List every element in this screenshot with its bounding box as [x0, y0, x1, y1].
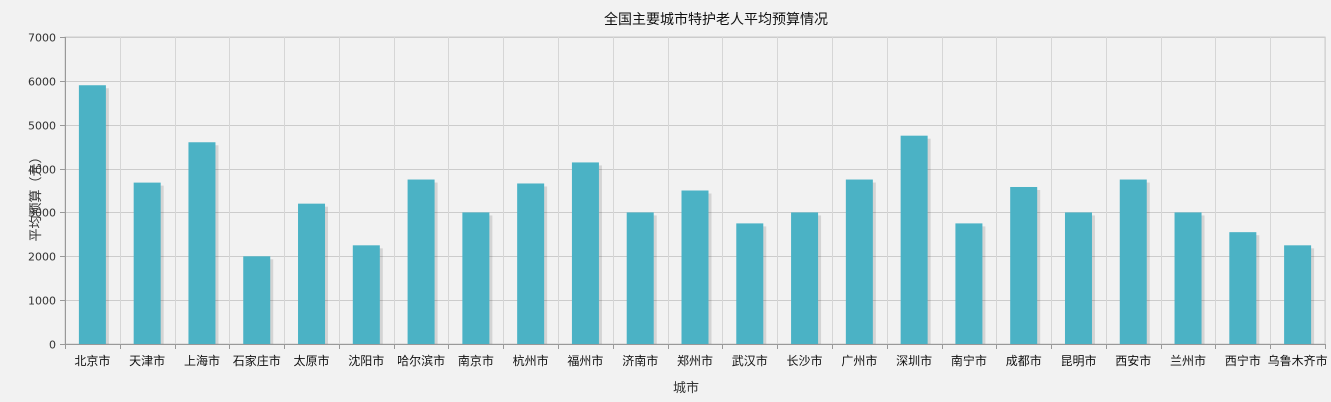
- x-tick-label: 南京市: [458, 353, 494, 368]
- bar: [791, 212, 819, 344]
- x-tick-label: 福州市: [567, 353, 603, 368]
- x-tick-label: 石家庄市: [233, 353, 281, 368]
- x-tick-label: 昆明市: [1060, 353, 1096, 368]
- bar: [462, 212, 490, 344]
- x-tick-label: 沈阳市: [348, 353, 384, 368]
- x-tick-label: 西安市: [1115, 353, 1151, 368]
- chart-title: 全国主要城市特护老人平均预算情况: [604, 11, 828, 28]
- x-tick-label: 南宁市: [951, 353, 987, 368]
- bar: [352, 245, 380, 344]
- y-axis-title: 平均预算（元）: [29, 150, 44, 241]
- x-axis-ticks: 北京市 天津市 上海市 石家庄市 太原市 沈阳市 哈尔滨市 南京市 杭州市 福州市 济南市 郑州市 武汉…: [65, 344, 1328, 368]
- y-tick-label: 4000: [28, 164, 56, 177]
- bar: [243, 256, 271, 344]
- bar: [407, 179, 435, 344]
- x-tick-label: 太原市: [294, 353, 330, 368]
- x-tick-label: 武汉市: [732, 353, 768, 368]
- y-tick-label: 5000: [28, 120, 56, 133]
- x-tick-label: 广州市: [841, 353, 877, 368]
- bar: [1064, 212, 1092, 344]
- bar: [900, 135, 928, 344]
- x-tick-label: 上海市: [184, 353, 220, 368]
- bar: [736, 223, 764, 344]
- x-tick-label: 济南市: [622, 353, 658, 368]
- y-tick-label: 0: [49, 339, 56, 352]
- x-tick-label: 乌鲁木齐市: [1268, 353, 1328, 368]
- bar: [1010, 186, 1038, 344]
- bar: [517, 183, 545, 344]
- bar: [571, 162, 599, 344]
- bar: [78, 85, 106, 344]
- y-tick-label: 6000: [28, 76, 56, 89]
- x-tick-label: 成都市: [1006, 353, 1042, 368]
- x-tick-label: 北京市: [74, 353, 110, 368]
- bar: [133, 182, 161, 344]
- y-tick-label: 7000: [28, 32, 56, 45]
- x-tick-label: 长沙市: [787, 353, 823, 368]
- bar: [1229, 232, 1257, 344]
- bar: [845, 179, 873, 344]
- y-axis-ticks: 0 1000 2000 3000 4000 5000 6000 7000: [28, 32, 66, 352]
- bar: [955, 223, 983, 344]
- y-tick-label: 1000: [28, 295, 56, 308]
- x-axis-title: 城市: [673, 380, 699, 396]
- bars: [78, 85, 1315, 344]
- bar: [188, 142, 216, 344]
- x-tick-label: 深圳市: [896, 353, 932, 368]
- x-tick-label: 杭州市: [513, 353, 549, 368]
- x-tick-label: 兰州市: [1170, 353, 1206, 368]
- x-tick-label: 郑州市: [677, 353, 713, 368]
- y-tick-label: 3000: [28, 207, 56, 220]
- y-tick-label: 2000: [28, 251, 56, 264]
- x-tick-label: 哈尔滨市: [397, 353, 445, 368]
- bar: [1284, 245, 1312, 344]
- x-tick-label: 天津市: [129, 353, 165, 368]
- bar: [1119, 179, 1147, 344]
- bar: [298, 203, 326, 344]
- bar: [1174, 212, 1202, 344]
- bar: [681, 190, 709, 344]
- bar: [626, 212, 654, 344]
- x-tick-label: 西宁市: [1225, 353, 1261, 368]
